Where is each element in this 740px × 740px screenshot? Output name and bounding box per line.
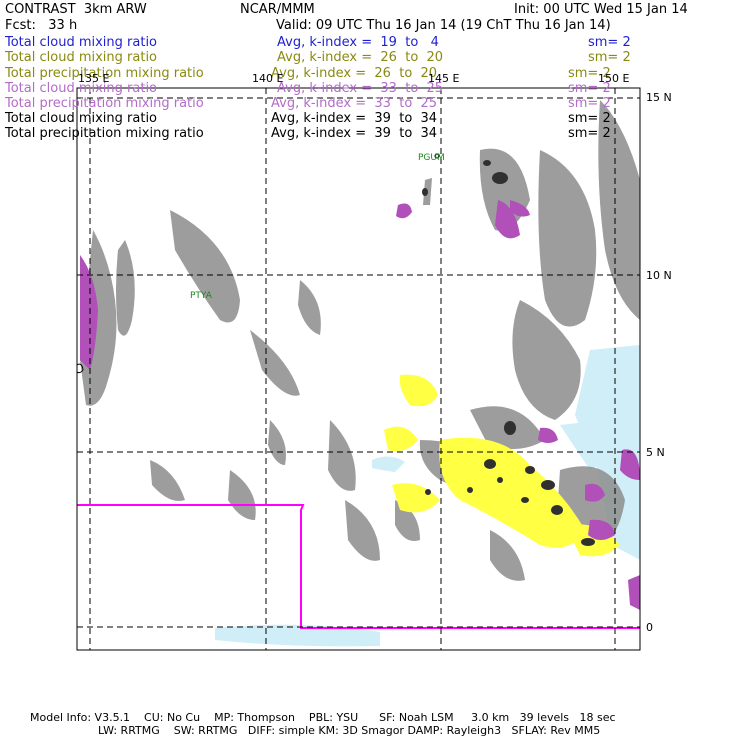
legend-sm: sm= 2: [568, 111, 611, 126]
legend-row-4: Total cloud mixing ratio Avg, k-index = …: [5, 81, 740, 96]
forecast-hour: Fcst: 33 h: [5, 18, 78, 33]
legend-avg: Avg, k-index = 39 to 34: [271, 111, 438, 126]
legend-sm: sm= 2: [568, 81, 611, 96]
station-ptya: PTYA: [190, 291, 213, 301]
model-info-line-1: Model Info: V3.5.1 CU: No Cu MP: Thompso…: [30, 711, 616, 724]
legend-avg: Avg, k-index = 26 to 20: [277, 50, 444, 65]
graticule: [77, 88, 640, 650]
lon-label-135e: 135 E: [78, 72, 110, 85]
legend-avg: Avg, k-index = 33 to 25: [277, 81, 444, 96]
model-info-line-2: LW: RRTMG SW: RRTMG DIFF: simple KM: 3D …: [98, 724, 601, 737]
legend-avg: Avg, k-index = 33 to 25: [271, 96, 438, 111]
init-time: Init: 00 UTC Wed 15 Jan 14: [514, 2, 688, 17]
legend-field: Total precipitation mixing ratio: [5, 66, 204, 81]
lat-label-5n: 5 N: [646, 446, 665, 459]
lat-label-15n: 15 N: [646, 91, 672, 104]
convective-cores: [422, 160, 595, 546]
legend-sm: sm= 2: [588, 35, 631, 50]
legend-field: Total precipitation mixing ratio: [5, 96, 204, 111]
coastline: [77, 153, 440, 374]
legend-field: Total cloud mixing ratio: [5, 35, 158, 50]
legend-avg: Avg, k-index = 39 to 34: [271, 126, 438, 141]
valid-time: Valid: 09 UTC Thu 16 Jan 14 (19 ChT Thu …: [276, 18, 611, 33]
legend-sm: sm= 2: [568, 66, 611, 81]
legend-field: Total precipitation mixing ratio: [5, 126, 204, 141]
legend-row-1: Total cloud mixing ratio Avg, k-index = …: [5, 35, 740, 50]
legend-sm: sm= 2: [568, 126, 611, 141]
legend-sm: sm= 2: [568, 96, 611, 111]
lon-label-150e: 150 E: [598, 72, 630, 85]
lat-label-0: 0: [646, 621, 653, 634]
organization: NCAR/MMM: [240, 2, 315, 17]
legend-row-3: Total precipitation mixing ratio Avg, k-…: [5, 66, 740, 81]
legend-row-7: Total precipitation mixing ratio Avg, k-…: [5, 126, 740, 141]
high-cloud-layer: [80, 200, 640, 610]
legend-avg: Avg, k-index = 26 to 20: [271, 66, 438, 81]
legend-row-2: Total cloud mixing ratio Avg, k-index = …: [5, 50, 740, 65]
legend-row-6: Total cloud mixing ratio Avg, k-index = …: [5, 111, 740, 126]
lat-label-10n: 10 N: [646, 269, 672, 282]
legend-field: Total cloud mixing ratio: [5, 111, 158, 126]
lon-label-140e: 140 E: [252, 72, 284, 85]
model-title: CONTRAST 3km ARW: [5, 2, 147, 17]
legend-avg: Avg, k-index = 19 to 4: [277, 35, 439, 50]
legend-sm: sm= 2: [588, 50, 631, 65]
subdomain-box: [77, 504, 640, 629]
legend-field: Total cloud mixing ratio: [5, 50, 158, 65]
station-pgum: PGUM: [418, 153, 445, 163]
legend-row-5: Total precipitation mixing ratio Avg, k-…: [5, 96, 740, 111]
map-frame: [76, 87, 641, 651]
mid-cloud-layer: [384, 374, 620, 557]
legend-field: Total cloud mixing ratio: [5, 81, 158, 96]
lon-label-145e: 145 E: [428, 72, 460, 85]
